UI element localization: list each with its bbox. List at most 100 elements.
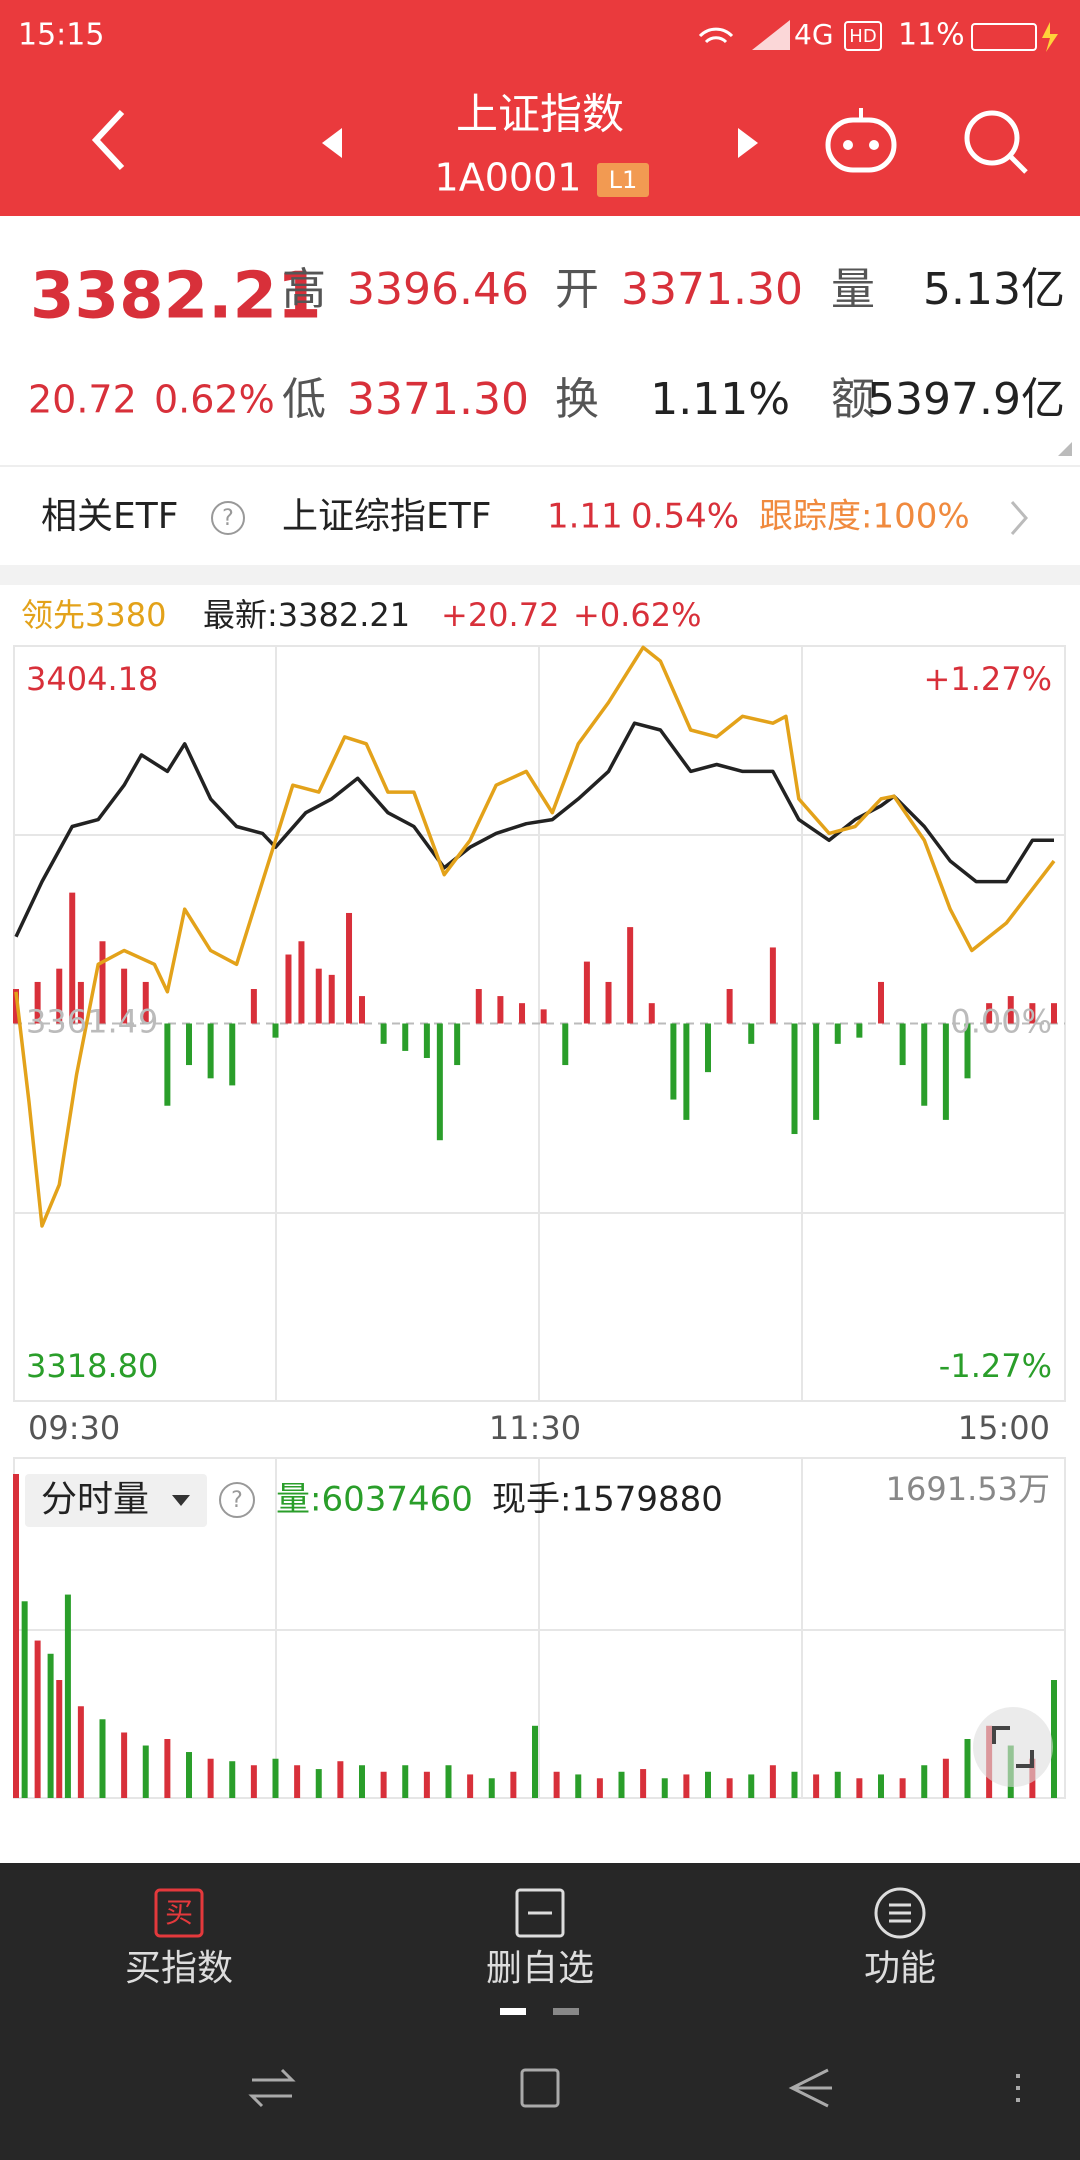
volume-bar xyxy=(164,1739,171,1798)
help-icon[interactable] xyxy=(219,1482,255,1518)
latest-pct: +0.62% xyxy=(573,596,701,634)
flow-bar xyxy=(942,1023,949,1120)
expand-button[interactable] xyxy=(973,1707,1053,1787)
latest-change: +20.72 xyxy=(441,596,559,634)
battery-pct: 11% xyxy=(898,18,965,53)
legend-entry: 领先3380 xyxy=(21,596,166,634)
flow-bar xyxy=(315,968,322,1024)
volume-bar xyxy=(402,1765,409,1798)
flow-bar xyxy=(34,981,41,1024)
nav-remove[interactable]: 删自选 xyxy=(486,1888,594,1989)
volume-bar xyxy=(899,1778,906,1798)
nav-label: 删自选 xyxy=(486,1948,594,1989)
nav-label: 买指数 xyxy=(125,1948,233,1989)
page-dot xyxy=(553,2008,579,2015)
sys-switch[interactable] xyxy=(248,2068,296,2108)
price-line xyxy=(14,645,1056,1228)
flow-bar xyxy=(186,1023,192,1066)
volume-bar xyxy=(423,1771,430,1798)
flow-bar xyxy=(229,1023,236,1086)
volume-bar xyxy=(856,1778,863,1798)
change-pct: 0.62% xyxy=(154,378,275,422)
flow-bar xyxy=(583,961,590,1024)
help-glyph: ? xyxy=(231,1488,243,1513)
volume-bar xyxy=(488,1778,495,1798)
x-tick-label: 11:30 xyxy=(489,1409,581,1447)
battery-icon xyxy=(971,23,1037,51)
flow-bar xyxy=(670,1023,677,1100)
volume-bar xyxy=(964,1739,971,1798)
y-tick-label: 3361.49 xyxy=(26,1003,158,1041)
volume-selector[interactable]: 分时量 xyxy=(25,1474,207,1527)
flow-bar xyxy=(121,968,128,1024)
volume-bar xyxy=(510,1771,517,1798)
flow-bar xyxy=(436,1023,443,1141)
field-value: 3371.30 xyxy=(621,264,803,315)
flow-bar xyxy=(77,981,84,1024)
flow-bar xyxy=(272,1023,279,1038)
plots: 3318.80 3361.49 3404.18 -1.27% 0.00% +1.27% 09… xyxy=(13,645,1065,1798)
volume-bar xyxy=(229,1761,236,1798)
flow-bar xyxy=(164,1023,171,1106)
field-value: 3371.30 xyxy=(347,374,529,425)
nav-buy[interactable]: 买 买指数 xyxy=(125,1888,233,1989)
sys-back[interactable] xyxy=(788,2068,832,2108)
volume-bar xyxy=(294,1765,301,1798)
flow-bar xyxy=(99,941,106,1024)
field-value: 5.13亿 xyxy=(923,264,1065,315)
price: 3382.21 xyxy=(30,260,322,334)
etf-row[interactable]: 相关ETF ? 上证综指ETF 1.11 0.54% 跟踪度:100% xyxy=(41,496,1028,537)
volume-bar xyxy=(942,1758,949,1798)
latest: 最新:3382.21 xyxy=(203,596,410,634)
flow-bar xyxy=(878,981,884,1024)
volume-bar xyxy=(99,1719,106,1798)
flow-bar xyxy=(69,892,76,1024)
volume-bar xyxy=(618,1771,625,1798)
volume-bar xyxy=(705,1771,711,1798)
flow-bar xyxy=(986,1003,993,1024)
flow-bar xyxy=(454,1023,461,1066)
volume-bar xyxy=(186,1752,192,1798)
robot-button[interactable] xyxy=(825,108,897,173)
flow-bar xyxy=(285,954,292,1024)
etf-label: 相关ETF xyxy=(41,496,178,537)
nav-functions[interactable]: 功能 xyxy=(864,1887,936,1989)
volume-bar xyxy=(813,1774,820,1798)
volume-bar xyxy=(769,1765,776,1798)
back-button[interactable] xyxy=(91,109,125,171)
prev-button[interactable] xyxy=(322,128,342,158)
flow-bar xyxy=(328,974,335,1024)
volume-bar xyxy=(47,1653,54,1798)
volume-title: 分时量 xyxy=(41,1479,149,1520)
flow-bar xyxy=(648,1003,655,1024)
y-tick-label: 1691.53万 xyxy=(886,1470,1050,1508)
etf-price: 1.11 xyxy=(547,497,623,537)
hd-box xyxy=(844,21,882,51)
volume-bar xyxy=(207,1758,214,1798)
volume-bar xyxy=(142,1745,149,1798)
field-label: 低 xyxy=(282,374,326,425)
flow-bar xyxy=(423,1023,430,1058)
volume-bar xyxy=(337,1761,344,1798)
price-line xyxy=(14,721,1054,938)
next-button[interactable] xyxy=(738,128,758,158)
search-button[interactable] xyxy=(964,110,1028,174)
grid-minor xyxy=(14,1458,1065,1798)
help-icon[interactable] xyxy=(211,501,245,535)
help-glyph: ? xyxy=(222,506,234,531)
y-tick-label: 3318.80 xyxy=(26,1347,158,1385)
field-value: 3396.46 xyxy=(347,264,529,315)
flow-bar xyxy=(683,1023,690,1120)
volume-bar xyxy=(13,1474,19,1798)
flow-bar xyxy=(540,1009,547,1024)
charging-icon xyxy=(1042,22,1058,52)
flow-bar xyxy=(705,1023,711,1073)
flow-bar xyxy=(627,927,634,1024)
nav-icon: 买 xyxy=(165,1896,193,1929)
x-tick-label: 09:30 xyxy=(28,1409,120,1447)
x-tick-label: 15:00 xyxy=(958,1409,1050,1447)
sys-home[interactable] xyxy=(520,2068,560,2108)
etf-change: 0.54% xyxy=(631,497,739,537)
